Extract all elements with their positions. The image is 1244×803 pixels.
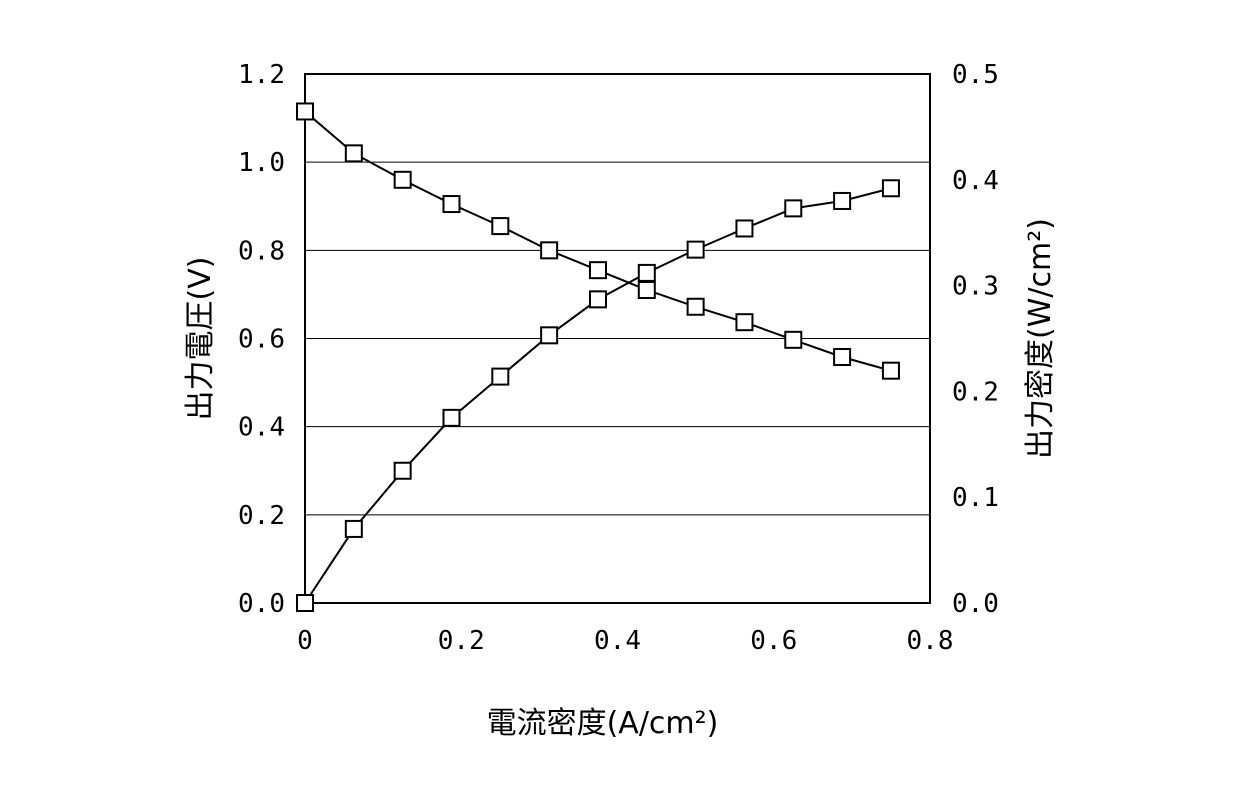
data-point — [784, 330, 803, 349]
x-tick-label: 0.2 — [438, 626, 485, 656]
y-left-tick-label: 0.8 — [238, 236, 285, 266]
series-right — [296, 179, 900, 612]
data-point — [442, 195, 461, 214]
data-point — [735, 313, 754, 332]
y-right-tick-label: 0.5 — [952, 60, 999, 90]
tick-labels: 0.0 0.2 0.4 0.6 0.8 1.0 1.2 0.0 0.1 0.2 0.3 0.4 0.5 0… — [238, 60, 999, 656]
data-point — [881, 361, 900, 380]
data-point — [784, 199, 803, 218]
data-point — [588, 290, 607, 309]
data-point — [344, 519, 363, 538]
data-point — [393, 461, 412, 480]
series-line — [304, 110, 892, 372]
x-tick-label: 0.4 — [594, 626, 641, 656]
y-right-tick-label: 0.0 — [952, 589, 999, 619]
data-point — [442, 408, 461, 427]
y-left-tick-label: 0.6 — [238, 325, 285, 355]
x-tick-label: 0.8 — [907, 626, 954, 656]
y-right-tick-label: 0.4 — [952, 166, 999, 196]
left-y-axis-title: 出力電圧(V) — [183, 257, 218, 421]
x-axis-title: 電流密度(A/cm²) — [487, 706, 719, 741]
data-point — [588, 261, 607, 280]
x-tick-label: 0 — [297, 626, 313, 656]
grid-lines — [305, 161, 930, 516]
y-left-tick-label: 0.2 — [238, 501, 285, 531]
data-point — [637, 281, 656, 300]
data-point — [540, 326, 559, 345]
data-point — [833, 191, 852, 210]
data-point — [686, 297, 705, 316]
right-y-axis-title: 出力密度(W/cm²) — [1023, 218, 1058, 459]
data-point — [881, 179, 900, 198]
y-right-tick-label: 0.2 — [952, 377, 999, 407]
data-point — [491, 217, 510, 236]
data-point — [637, 263, 656, 282]
y-right-tick-label: 0.3 — [952, 272, 999, 302]
data-point — [735, 219, 754, 238]
series-layer — [296, 102, 900, 612]
y-left-tick-label: 1.0 — [238, 148, 285, 178]
series-left — [296, 102, 900, 380]
y-left-tick-label: 1.2 — [238, 60, 285, 90]
data-point — [296, 594, 314, 612]
data-point — [686, 240, 705, 259]
data-point — [833, 348, 852, 367]
data-point — [491, 367, 510, 386]
y-right-tick-label: 0.1 — [952, 483, 999, 513]
data-point — [540, 241, 559, 260]
plot-area-frame — [304, 73, 931, 604]
data-point — [344, 144, 363, 163]
x-tick-label: 0.6 — [750, 626, 797, 656]
y-left-tick-label: 0.4 — [238, 413, 285, 443]
data-point — [296, 102, 314, 121]
y-left-tick-label: 0.0 — [238, 589, 285, 619]
data-point — [393, 170, 412, 189]
